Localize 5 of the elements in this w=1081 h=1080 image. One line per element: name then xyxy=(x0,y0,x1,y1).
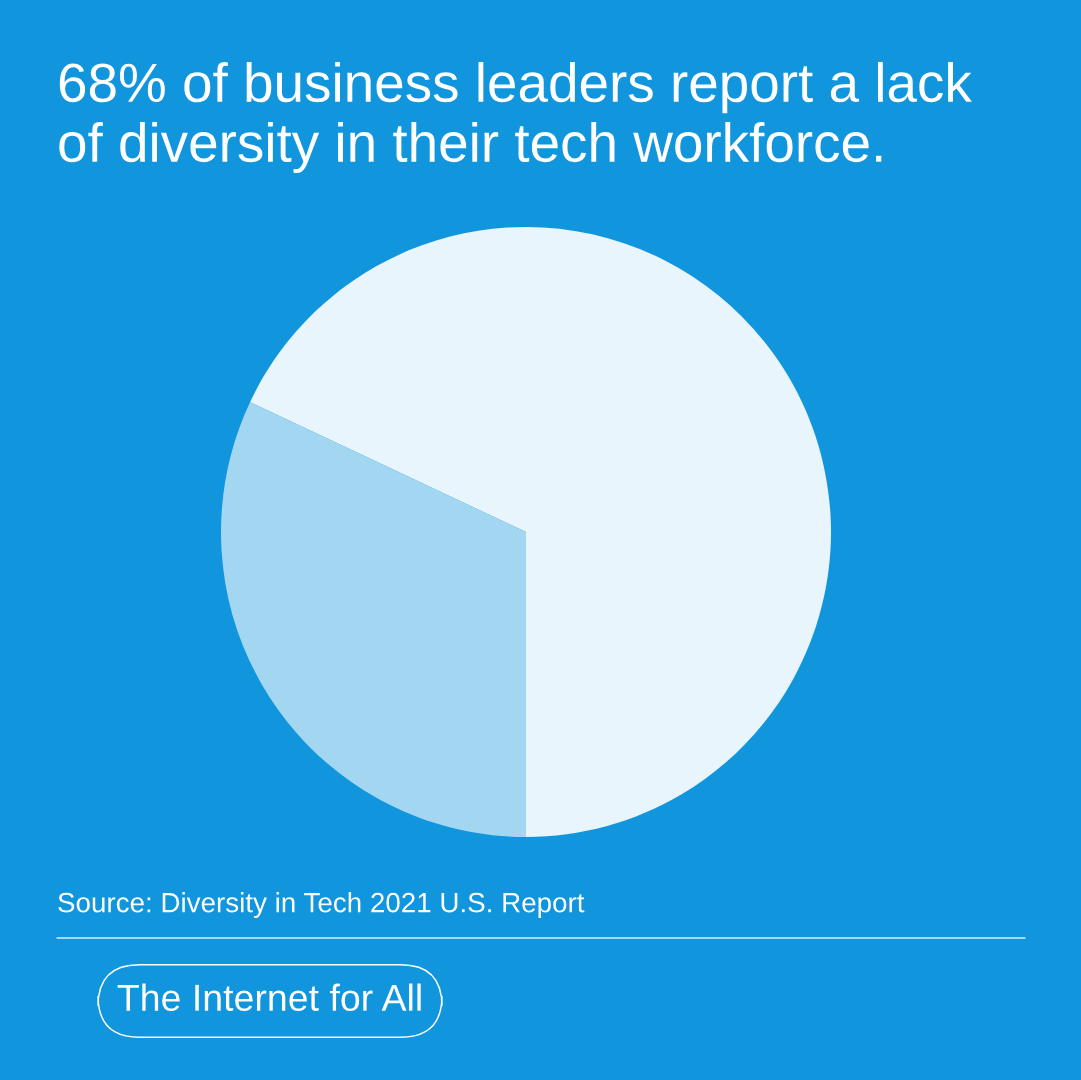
source-note: Source: Diversity in Tech 2021 U.S. Report xyxy=(58,892,585,918)
text: The Internet for All xyxy=(117,983,421,1012)
pie-slice xyxy=(250,227,831,837)
pie-slice xyxy=(221,402,526,837)
chart-title: 68% of business leaders report a lack of diversity in their tech workforce. xyxy=(59,62,972,174)
